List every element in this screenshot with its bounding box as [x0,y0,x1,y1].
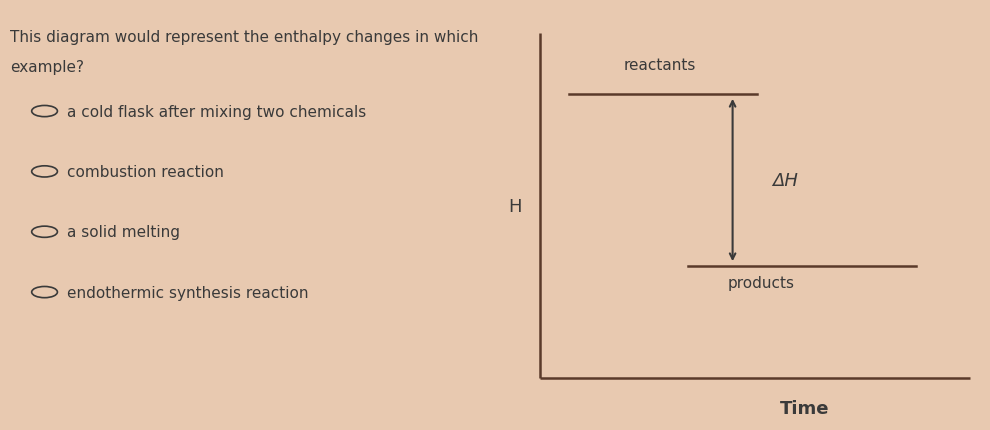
Text: products: products [728,275,795,290]
Text: example?: example? [10,60,84,75]
Text: Time: Time [780,399,830,418]
Text: a cold flask after mixing two chemicals: a cold flask after mixing two chemicals [67,104,366,119]
Text: endothermic synthesis reaction: endothermic synthesis reaction [67,285,309,300]
Text: This diagram would represent the enthalpy changes in which: This diagram would represent the enthalp… [10,30,478,45]
Text: reactants: reactants [624,58,696,73]
Text: combustion reaction: combustion reaction [67,165,224,179]
Text: ΔH: ΔH [772,172,798,190]
Text: H: H [508,197,522,215]
Text: a solid melting: a solid melting [67,225,180,240]
